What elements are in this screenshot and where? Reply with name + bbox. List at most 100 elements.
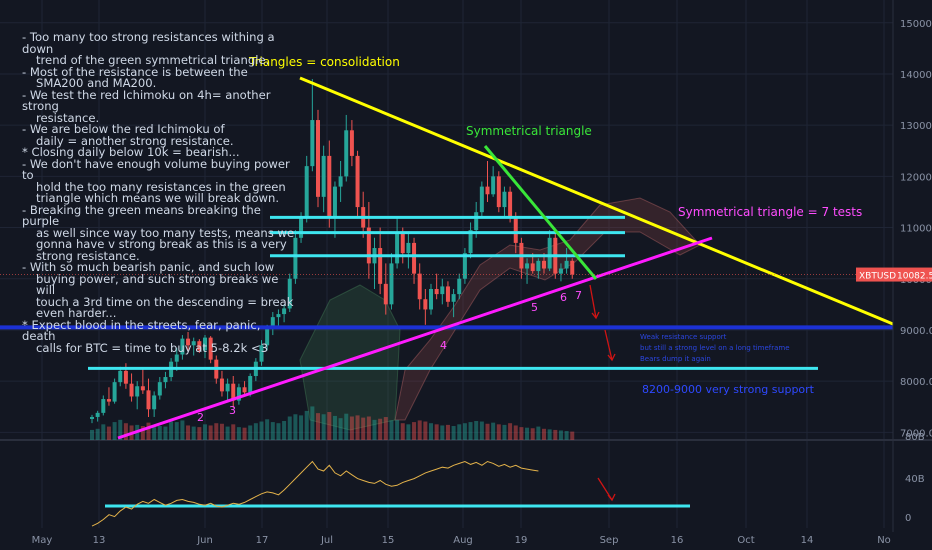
volume-bar bbox=[338, 418, 343, 440]
candle bbox=[406, 232, 411, 269]
candle-body bbox=[327, 155, 332, 218]
analysis-note-line: even harder... bbox=[36, 306, 117, 320]
candle-body bbox=[321, 155, 326, 197]
candle bbox=[502, 186, 507, 218]
volume-bar bbox=[293, 414, 298, 440]
candle bbox=[451, 288, 456, 318]
candle-body bbox=[310, 120, 315, 167]
candle bbox=[338, 161, 343, 202]
volume-bar bbox=[496, 424, 501, 440]
candle bbox=[236, 383, 241, 405]
candle-body bbox=[536, 260, 541, 272]
volume-bar bbox=[462, 423, 467, 440]
candle-body bbox=[248, 376, 253, 393]
volume-bar bbox=[417, 420, 422, 440]
volume-bar bbox=[225, 426, 230, 440]
last-price-tag bbox=[856, 267, 932, 282]
candle bbox=[129, 373, 134, 402]
volume-bar bbox=[146, 422, 151, 440]
candle-body bbox=[491, 176, 496, 195]
blue-note-line: Weak resistance support bbox=[640, 333, 727, 341]
candle-body bbox=[485, 186, 490, 195]
candle-body bbox=[395, 232, 400, 264]
volume-bar bbox=[106, 426, 111, 440]
candle-body bbox=[231, 383, 236, 401]
candle bbox=[316, 109, 320, 208]
candle-body bbox=[276, 314, 281, 318]
volume-bar bbox=[112, 422, 117, 440]
candle-body bbox=[265, 328, 270, 346]
candle bbox=[496, 171, 501, 213]
volume-bar bbox=[361, 417, 366, 440]
volume-bar bbox=[248, 425, 253, 440]
candle bbox=[146, 378, 151, 417]
candle bbox=[191, 337, 196, 356]
candle bbox=[378, 227, 383, 295]
price-tick-label: 12000.0 bbox=[900, 172, 932, 183]
volume-bar bbox=[186, 425, 191, 440]
candle-body bbox=[299, 217, 304, 238]
candle bbox=[112, 378, 117, 404]
analysis-note-line: - Breaking the green means breaking the … bbox=[22, 202, 261, 228]
test-number-label: 6 bbox=[560, 291, 567, 304]
candle-body bbox=[547, 237, 552, 269]
candle bbox=[558, 263, 563, 282]
candle-body bbox=[242, 387, 247, 393]
candle bbox=[282, 304, 287, 323]
candle-body bbox=[502, 191, 507, 208]
candle bbox=[197, 339, 202, 353]
candle-body bbox=[180, 338, 185, 355]
time-tick-label: 14 bbox=[801, 535, 814, 546]
volume-bar bbox=[123, 423, 128, 440]
price-tick-label: 13000.0 bbox=[900, 121, 932, 132]
candle bbox=[445, 281, 450, 307]
candle bbox=[429, 283, 433, 315]
candle-body bbox=[118, 370, 123, 383]
candle-body bbox=[366, 227, 371, 264]
candle-body bbox=[344, 130, 349, 177]
volume-bar bbox=[157, 426, 162, 440]
candle-body bbox=[383, 283, 388, 305]
volume-bar bbox=[451, 426, 456, 440]
ichimoku-cloud bbox=[299, 197, 701, 431]
volume-bar bbox=[519, 427, 524, 440]
volume-bar bbox=[140, 426, 145, 440]
time-tick-label: Aug bbox=[453, 535, 473, 546]
candle bbox=[479, 181, 484, 218]
cloud-area-green bbox=[299, 284, 401, 431]
candle-body bbox=[208, 337, 213, 360]
candle-body bbox=[338, 176, 343, 187]
candle bbox=[259, 340, 264, 366]
candle bbox=[90, 414, 94, 424]
candle-body bbox=[174, 354, 179, 362]
candle bbox=[349, 120, 354, 167]
indicator-tick-label: 80B bbox=[905, 432, 925, 443]
candle-body bbox=[112, 382, 117, 402]
candle-body bbox=[304, 166, 309, 218]
candle bbox=[276, 309, 281, 328]
candle-body bbox=[542, 260, 546, 269]
descending-trendline bbox=[299, 76, 894, 326]
symmetrical-triangle-label: Symmetrical triangle bbox=[466, 124, 592, 138]
candle-body bbox=[423, 299, 428, 310]
volume-bar bbox=[208, 425, 213, 440]
candle-body bbox=[191, 341, 196, 346]
price-tick-label: 11000.0 bbox=[900, 224, 932, 235]
time-tick-label: 16 bbox=[671, 535, 684, 546]
volume-bar bbox=[95, 428, 100, 440]
volume-bar bbox=[457, 424, 462, 440]
volume-bar bbox=[366, 416, 371, 440]
down-arrow-icon bbox=[589, 284, 597, 319]
candle bbox=[485, 161, 490, 202]
volume-bar bbox=[553, 429, 558, 440]
candle-body bbox=[457, 278, 462, 295]
candle-body bbox=[451, 294, 456, 302]
candle-body bbox=[558, 268, 563, 274]
candle-body bbox=[434, 288, 439, 295]
volume-bar bbox=[253, 423, 258, 440]
volume-bar bbox=[502, 424, 507, 440]
candle-body bbox=[468, 230, 473, 254]
volume-bar bbox=[163, 426, 168, 440]
